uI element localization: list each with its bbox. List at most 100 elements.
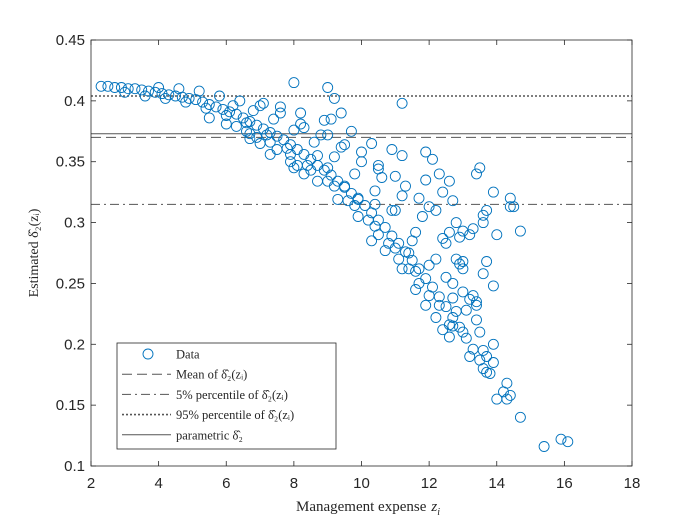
data-point bbox=[386, 204, 398, 216]
data-point bbox=[349, 168, 361, 180]
data-point bbox=[95, 80, 107, 92]
data-point bbox=[325, 113, 337, 125]
data-point bbox=[457, 256, 469, 267]
data-point bbox=[318, 114, 330, 126]
data-point bbox=[372, 163, 384, 175]
y-tick-label: 0.4 bbox=[64, 93, 85, 110]
data-point bbox=[305, 164, 317, 176]
data-point bbox=[322, 162, 334, 174]
data-point bbox=[220, 118, 232, 130]
data-point bbox=[217, 103, 229, 115]
data-point bbox=[437, 324, 449, 336]
data-point bbox=[193, 85, 205, 97]
data-point bbox=[214, 90, 225, 102]
data-point bbox=[356, 146, 367, 158]
y-tick-label: 0.25 bbox=[56, 275, 85, 292]
data-point bbox=[315, 129, 327, 141]
data-point bbox=[328, 151, 340, 163]
data-point bbox=[352, 192, 364, 204]
data-point bbox=[454, 258, 466, 270]
data-point bbox=[325, 169, 337, 181]
data-point bbox=[396, 190, 408, 202]
data-point bbox=[498, 386, 509, 398]
data-point bbox=[430, 204, 442, 216]
data-point bbox=[416, 211, 428, 222]
data-point bbox=[514, 225, 526, 237]
data-point bbox=[322, 82, 334, 93]
data-point bbox=[471, 168, 482, 180]
data-point bbox=[471, 296, 482, 308]
data-point bbox=[460, 332, 472, 344]
data-point bbox=[433, 299, 445, 311]
data-point bbox=[139, 90, 151, 102]
data-point bbox=[464, 229, 476, 241]
data-point bbox=[349, 200, 361, 211]
data-point bbox=[464, 351, 476, 362]
legend-label: Data bbox=[176, 348, 200, 362]
data-point bbox=[464, 293, 476, 305]
data-point bbox=[440, 237, 452, 249]
data-point bbox=[427, 153, 438, 165]
data-point bbox=[440, 301, 452, 313]
legend: Data Mean of δ̂₂(zᵢ) 5% percentile of δ̂₂(… bbox=[116, 342, 337, 450]
data-point bbox=[447, 277, 459, 289]
data-point bbox=[352, 211, 364, 222]
data-point bbox=[413, 277, 425, 289]
data-point bbox=[322, 129, 334, 141]
data-point bbox=[413, 192, 425, 204]
data-point bbox=[487, 338, 499, 350]
data-point bbox=[406, 235, 418, 247]
data-point bbox=[471, 314, 482, 326]
data-point bbox=[389, 204, 401, 216]
data-point bbox=[227, 100, 239, 112]
data-point bbox=[159, 92, 171, 104]
data-point bbox=[247, 105, 259, 117]
data-point bbox=[487, 280, 499, 292]
data-point bbox=[538, 441, 550, 452]
data-point bbox=[173, 83, 185, 95]
data-point bbox=[423, 290, 435, 302]
data-point bbox=[183, 92, 195, 104]
data-point bbox=[291, 159, 303, 171]
data-point bbox=[403, 247, 415, 259]
data-point bbox=[153, 82, 165, 93]
x-tick-label: 8 bbox=[290, 475, 298, 492]
y-tick-label: 0.3 bbox=[64, 215, 85, 232]
data-point bbox=[200, 102, 212, 114]
data-point bbox=[305, 153, 317, 165]
data-point bbox=[484, 368, 496, 379]
data-point bbox=[420, 299, 432, 311]
data-point bbox=[102, 80, 114, 92]
x-tick-label: 10 bbox=[353, 475, 370, 492]
data-point bbox=[366, 235, 378, 247]
data-point bbox=[508, 201, 520, 213]
data-point bbox=[430, 312, 442, 323]
data-point bbox=[288, 77, 300, 89]
data-point bbox=[430, 253, 442, 265]
data-point bbox=[241, 117, 252, 129]
data-point bbox=[403, 263, 415, 275]
data-point bbox=[477, 268, 489, 280]
data-point bbox=[129, 83, 141, 95]
legend-label: parametric δ̂₂ bbox=[176, 428, 243, 442]
data-point bbox=[285, 148, 296, 160]
data-point bbox=[447, 292, 459, 304]
data-point bbox=[220, 110, 232, 121]
legend-box bbox=[116, 342, 337, 450]
data-point bbox=[274, 101, 286, 113]
data-point bbox=[335, 141, 347, 153]
data-point bbox=[410, 284, 422, 295]
data-point bbox=[386, 144, 398, 155]
x-tick-label: 16 bbox=[556, 475, 573, 492]
legend-label: Mean of δ̂₂(zᵢ) bbox=[176, 368, 247, 382]
data-point bbox=[369, 185, 381, 197]
data-point bbox=[224, 106, 236, 118]
data-point bbox=[251, 131, 263, 143]
data-point bbox=[288, 124, 300, 136]
x-tick-label: 6 bbox=[222, 475, 230, 492]
x-axis-label-subscript: i bbox=[437, 507, 440, 518]
data-point bbox=[379, 245, 391, 257]
data-point bbox=[230, 120, 242, 132]
x-tick-label: 18 bbox=[624, 475, 641, 492]
